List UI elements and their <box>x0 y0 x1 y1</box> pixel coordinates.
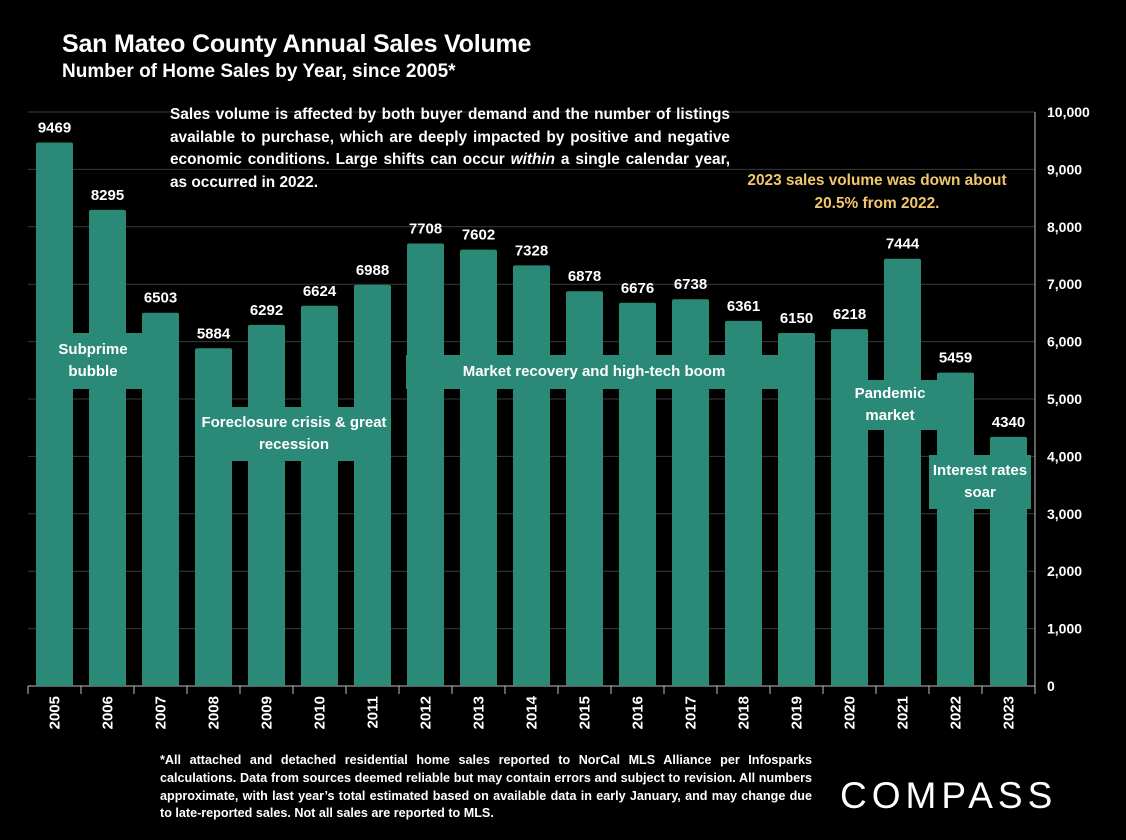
chart-subtitle: Number of Home Sales by Year, since 2005… <box>62 61 456 82</box>
x-tick-label-2014: 2014 <box>524 695 541 729</box>
bar-2021 <box>884 258 921 686</box>
data-label-2009: 6292 <box>250 302 283 319</box>
bar-2016 <box>619 302 656 686</box>
x-tick-label-2005: 2005 <box>47 696 64 729</box>
x-tick-label-2006: 2006 <box>100 696 117 729</box>
y-tick-label: 9,000 <box>1047 161 1082 177</box>
x-tick-label-2011: 2011 <box>365 696 382 729</box>
data-label-2019: 6150 <box>780 310 813 327</box>
bar-2011 <box>354 284 391 686</box>
annotation-subprime: Subprime bubble <box>40 333 146 389</box>
data-label-2011: 6988 <box>356 262 389 279</box>
annotation-foreclosure: Foreclosure crisis & great recession <box>198 407 390 461</box>
x-tick-label-2010: 2010 <box>312 696 329 729</box>
bar-2012 <box>407 243 444 687</box>
x-tick-label-2009: 2009 <box>259 696 276 729</box>
chart-title: San Mateo County Annual Sales Volume <box>62 30 532 58</box>
footnote: *All attached and detached residential h… <box>160 753 812 821</box>
bar-2017 <box>672 299 709 686</box>
bar-2010 <box>301 305 338 686</box>
y-tick-label: 5,000 <box>1047 391 1082 407</box>
annotation-interest: Interest rates soar <box>929 455 1031 509</box>
data-label-2018: 6361 <box>727 298 760 315</box>
data-label-2007: 6503 <box>144 290 177 307</box>
bar-2006 <box>89 209 126 686</box>
bar-2013 <box>460 249 497 686</box>
bar-2005 <box>36 142 73 687</box>
bar-2019 <box>778 332 815 686</box>
description-part-1: Sales volume is affected by both buyer d… <box>170 106 730 168</box>
callout-text: 2023 sales volume was down about 20.5% f… <box>747 172 1007 212</box>
data-label-2023: 4340 <box>992 414 1025 431</box>
x-tick-label-2018: 2018 <box>736 696 753 729</box>
x-tick-label-2022: 2022 <box>948 696 965 729</box>
x-tick-label-2007: 2007 <box>153 696 170 729</box>
x-tick-label-2020: 2020 <box>842 696 859 729</box>
y-tick-label: 1,000 <box>1047 621 1082 637</box>
annotation-recovery: Market recovery and high-tech boom <box>406 355 782 389</box>
x-tick-label-2008: 2008 <box>206 696 223 729</box>
x-tick-label-2021: 2021 <box>895 696 912 729</box>
bar-2008 <box>195 348 232 686</box>
description-part-2: a single calendar year, as occurred in 2… <box>170 151 730 191</box>
bar-2014 <box>513 265 550 686</box>
bar-2007 <box>142 312 179 686</box>
bar-2022 <box>937 372 974 686</box>
data-label-2008: 5884 <box>197 325 231 342</box>
data-label-2014: 7328 <box>515 242 548 259</box>
compass-logo: COMPASS <box>840 775 1058 816</box>
data-label-2016: 6676 <box>621 280 654 297</box>
data-label-2005: 9469 <box>38 119 71 136</box>
x-tick-label-2012: 2012 <box>418 696 435 729</box>
data-label-2013: 7602 <box>462 227 495 244</box>
annotation-pandemic: Pandemic market <box>836 380 944 430</box>
y-tick-label: 10,000 <box>1047 104 1090 120</box>
data-label-2017: 6738 <box>674 276 707 293</box>
y-tick-label: 2,000 <box>1047 563 1082 579</box>
data-label-2022: 5459 <box>939 350 972 367</box>
y-tick-label: 4,000 <box>1047 448 1082 464</box>
bar-2009 <box>248 324 285 686</box>
data-label-2012: 7708 <box>409 221 442 238</box>
y-tick-label: 0 <box>1047 678 1055 694</box>
description-text: Sales volume is affected by both buyer d… <box>170 104 730 194</box>
x-tick-label-2023: 2023 <box>1001 696 1018 729</box>
y-tick-label: 8,000 <box>1047 219 1082 235</box>
x-tick-label-2013: 2013 <box>471 696 488 729</box>
data-label-2020: 6218 <box>833 306 866 323</box>
x-tick-label-2016: 2016 <box>630 696 647 729</box>
description-emphasis: within <box>510 151 556 168</box>
y-tick-label: 6,000 <box>1047 334 1082 350</box>
x-tick-label-2019: 2019 <box>789 696 806 729</box>
data-label-2010: 6624 <box>303 283 337 300</box>
y-tick-label: 7,000 <box>1047 276 1082 292</box>
data-label-2006: 8295 <box>91 187 124 204</box>
data-label-2021: 7444 <box>886 236 920 253</box>
y-tick-label: 3,000 <box>1047 506 1082 522</box>
bar-2015 <box>566 291 603 686</box>
x-tick-label-2015: 2015 <box>577 696 594 729</box>
bar-2018 <box>725 320 762 686</box>
x-tick-label-2017: 2017 <box>683 696 700 729</box>
data-label-2015: 6878 <box>568 268 601 285</box>
